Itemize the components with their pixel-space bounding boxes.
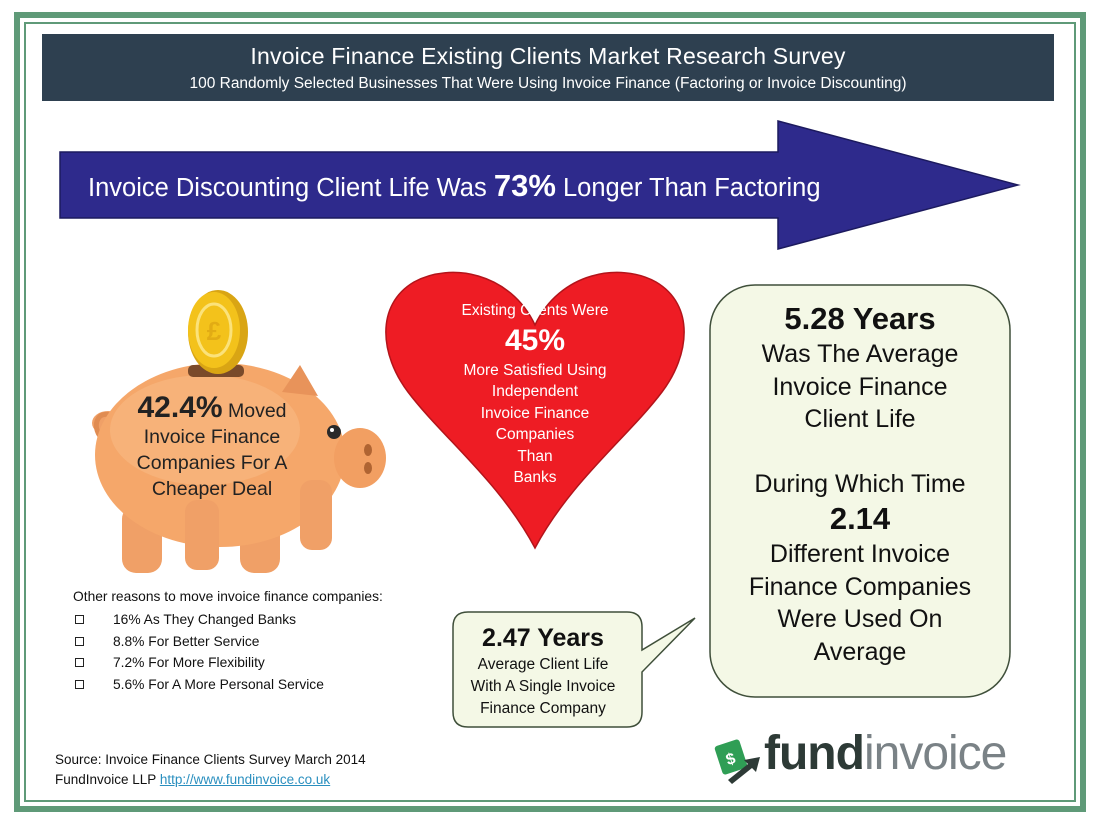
page-title: Invoice Finance Existing Clients Market … bbox=[250, 43, 846, 69]
list-item: 7.2% For More Flexibility bbox=[73, 652, 383, 674]
coin-icon: £ bbox=[188, 290, 248, 374]
heart-line: Existing Clients Were bbox=[461, 302, 609, 319]
arrow-text-after: Longer Than Factoring bbox=[562, 174, 821, 202]
piggy-line: Invoice Finance bbox=[143, 426, 281, 448]
headline-arrow-text: Invoice Discounting Client Life Was 73% … bbox=[88, 168, 948, 204]
stats-box bbox=[709, 284, 1011, 698]
heart-highlight: 45% bbox=[504, 323, 566, 357]
companies-used-highlight: 2.14 bbox=[829, 501, 891, 536]
heart-text: Existing Clients Were 45% More Satisfied… bbox=[425, 300, 645, 489]
header-banner: Invoice Finance Existing Clients Market … bbox=[42, 34, 1054, 101]
checkbox-icon bbox=[75, 679, 84, 689]
piggy-line: Cheaper Deal bbox=[151, 478, 273, 500]
heart-line: Banks bbox=[513, 469, 557, 486]
list-item: 5.6% For A More Personal Service bbox=[73, 674, 383, 696]
piggy-highlight: 42.4% bbox=[137, 391, 223, 424]
heart-line: Than bbox=[517, 447, 553, 465]
reasons-heading: Other reasons to move invoice finance co… bbox=[73, 589, 383, 604]
source-note: Source: Invoice Finance Clients Survey M… bbox=[55, 750, 366, 790]
list-item: 8.8% For Better Service bbox=[73, 631, 383, 653]
piggy-line: Moved bbox=[227, 400, 287, 422]
heart-line: Companies bbox=[495, 426, 575, 443]
inner-frame bbox=[24, 22, 1076, 802]
stats-line: Invoice Finance bbox=[772, 372, 948, 401]
heart-line: Invoice Finance bbox=[480, 404, 590, 422]
heart-shape bbox=[385, 271, 685, 550]
bubble-line: Finance Company bbox=[480, 700, 606, 717]
single-company-highlight: 2.47 Years bbox=[482, 624, 604, 652]
stats-line: Different Invoice bbox=[769, 540, 951, 568]
arrow-highlight: 73% bbox=[493, 168, 556, 203]
heart-line: More Satisfied Using bbox=[463, 361, 607, 379]
bubble-line: Average Client Life bbox=[477, 656, 609, 673]
page-subtitle: 100 Randomly Selected Businesses That We… bbox=[189, 75, 907, 92]
stats-line: Finance Companies bbox=[748, 572, 972, 601]
checkbox-icon bbox=[75, 636, 84, 646]
stats-line: Was The Average bbox=[761, 340, 959, 368]
stats-box-text: 5.28 Years Was The Average Invoice Finan… bbox=[712, 300, 1008, 668]
speech-bubble-text: 2.47 Years Average Client Life With A Si… bbox=[455, 622, 631, 720]
stats-line: During Which Time bbox=[754, 469, 966, 498]
svg-text:£: £ bbox=[207, 316, 222, 346]
logo-invoice-text: invoice bbox=[863, 727, 1007, 780]
reason-label: 8.8% For Better Service bbox=[113, 633, 260, 649]
piggy-line: Companies For A bbox=[136, 452, 288, 474]
fundinvoice-logo: fundinvoice bbox=[712, 727, 1057, 790]
piggy-bank-icon bbox=[92, 363, 386, 573]
reason-label: 16% As They Changed Banks bbox=[113, 612, 297, 627]
source-company: FundInvoice LLP bbox=[55, 772, 157, 787]
reason-label: 7.2% For More Flexibility bbox=[113, 655, 265, 670]
reasons-list: 16% As They Changed Banks 8.8% For Bette… bbox=[73, 609, 383, 695]
checkbox-icon bbox=[75, 615, 84, 624]
piggy-text: 42.4% Moved Invoice Finance Companies Fo… bbox=[96, 393, 328, 502]
reason-label: 5.6% For A More Personal Service bbox=[113, 676, 324, 692]
stats-line: Client Life bbox=[804, 405, 916, 433]
heart-line: Independent bbox=[491, 383, 579, 400]
bubble-line: With A Single Invoice bbox=[470, 678, 616, 695]
speech-bubble bbox=[452, 611, 696, 728]
logo-fund-text: fund bbox=[764, 727, 865, 780]
checkbox-icon bbox=[75, 658, 84, 667]
list-item: 16% As They Changed Banks bbox=[73, 609, 383, 631]
money-arrow-icon: $ bbox=[714, 739, 760, 784]
arrow-text-before: Invoice Discounting Client Life Was bbox=[88, 174, 487, 202]
stats-line: Average bbox=[813, 637, 907, 666]
headline-arrow bbox=[59, 120, 1021, 250]
other-reasons: Other reasons to move invoice finance co… bbox=[73, 589, 383, 695]
average-life-highlight: 5.28 Years bbox=[784, 301, 936, 336]
website-link[interactable]: http://www.fundinvoice.co.uk bbox=[159, 772, 331, 787]
source-line: Source: Invoice Finance Clients Survey M… bbox=[55, 752, 366, 767]
stats-line: Were Used On bbox=[777, 605, 943, 633]
